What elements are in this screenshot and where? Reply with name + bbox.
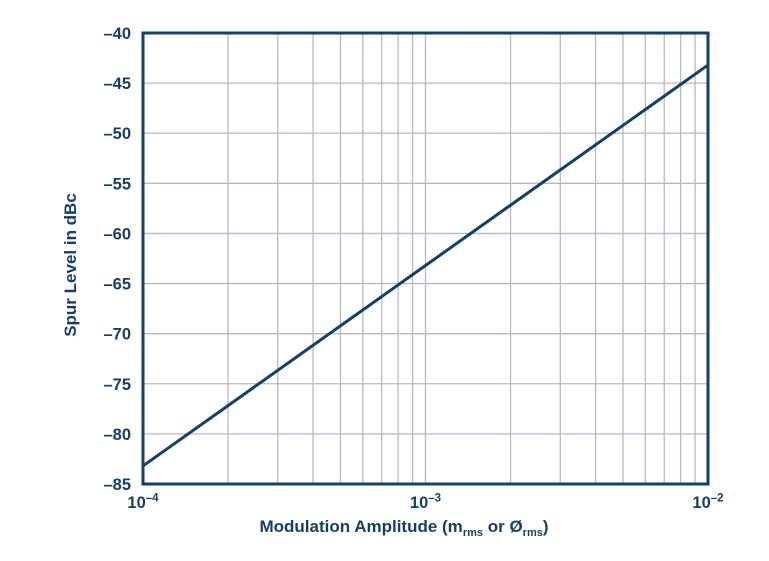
plot-frame: [141, 31, 710, 486]
x-tick-label: 10–3: [410, 493, 441, 513]
y-tick-label: –45: [103, 75, 131, 93]
y-tick-label: –65: [103, 276, 131, 294]
y-axis-title: Spur Level in dBc: [61, 193, 80, 337]
series-line-spur-level: [142, 63, 709, 468]
y-tick-label: –50: [103, 125, 131, 143]
y-tick-label: –75: [103, 376, 131, 394]
x-tick-label: 10–2: [692, 493, 723, 513]
x-axis-title-subscript: rms: [462, 527, 483, 539]
x-axis-title-text: or Ø: [483, 517, 523, 536]
x-axis-title-text: Modulation Amplitude (m: [259, 517, 463, 536]
x-tick-label: 10–4: [127, 493, 159, 513]
x-axis-title: Modulation Amplitude (mrms or Ørms): [204, 517, 604, 539]
x-axis-title-text: ): [542, 517, 549, 536]
y-tick-label: –55: [103, 175, 131, 193]
y-tick-label: –85: [103, 476, 131, 494]
y-tick-label: –60: [103, 225, 131, 243]
x-axis-title-subscript: rms: [522, 527, 543, 539]
y-tick-label: –40: [103, 25, 131, 43]
y-tick-label: –80: [103, 426, 131, 444]
y-tick-label: –70: [103, 326, 131, 344]
